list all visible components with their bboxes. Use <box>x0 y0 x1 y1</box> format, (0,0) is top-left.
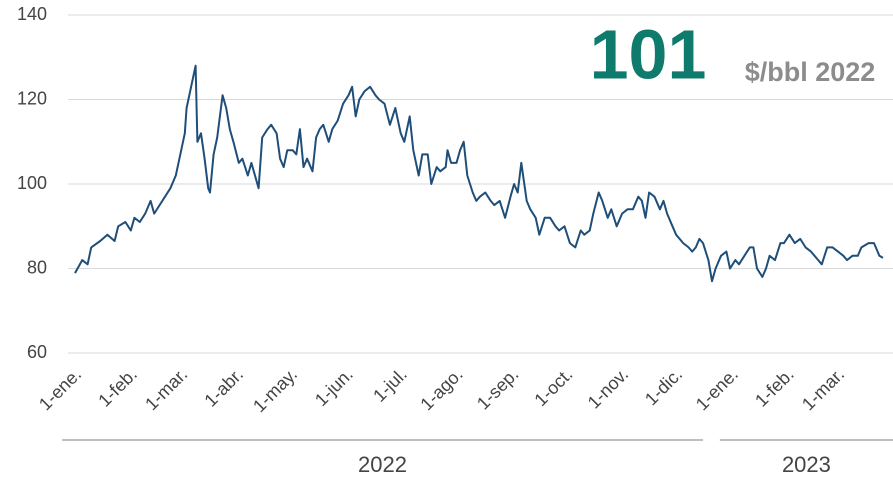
x-tick-label: 1-jul. <box>369 364 411 406</box>
x-tick-label: 1-nov. <box>584 364 633 413</box>
x-tick-label: 1-sep. <box>473 364 523 414</box>
year-group-label: 2023 <box>782 452 831 477</box>
price-line <box>74 64 884 283</box>
x-tick-label: 1-ene. <box>35 364 85 414</box>
x-tick-label: 1-mar. <box>141 364 191 414</box>
x-tick-label: 1-mar. <box>798 364 848 414</box>
x-tick-label: 1-ago. <box>416 364 466 414</box>
x-tick-label: 1-may. <box>249 364 301 416</box>
x-tick-label: 1-feb. <box>751 364 798 411</box>
x-tick-label: 1-ene. <box>692 364 742 414</box>
x-tick-label: 1-dic. <box>641 364 686 409</box>
annotation-unit: $/bbl 2022 <box>745 57 876 87</box>
x-tick-label: 1-jun. <box>311 364 357 410</box>
x-tick-label: 1-oct. <box>530 364 576 410</box>
x-tick-label: 1-abr. <box>200 364 247 411</box>
y-tick-label: 120 <box>17 88 47 108</box>
y-tick-label: 100 <box>17 173 47 193</box>
y-tick-label: 140 <box>17 4 47 24</box>
x-tick-label: 1-feb. <box>94 364 141 411</box>
annotation-value: 101 <box>590 15 707 93</box>
year-group-label: 2022 <box>358 452 407 477</box>
y-tick-label: 60 <box>27 342 47 362</box>
y-tick-label: 80 <box>27 257 47 277</box>
